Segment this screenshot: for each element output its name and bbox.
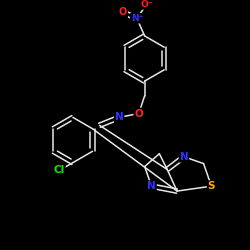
Text: N⁺: N⁺ [131,14,143,23]
Text: N: N [180,152,188,162]
Text: S: S [208,181,215,191]
Text: O: O [134,108,143,118]
Text: O: O [119,7,127,17]
Text: N: N [147,181,156,191]
Text: Cl: Cl [54,166,65,175]
Text: N: N [115,112,124,122]
Text: O⁻: O⁻ [140,0,153,9]
